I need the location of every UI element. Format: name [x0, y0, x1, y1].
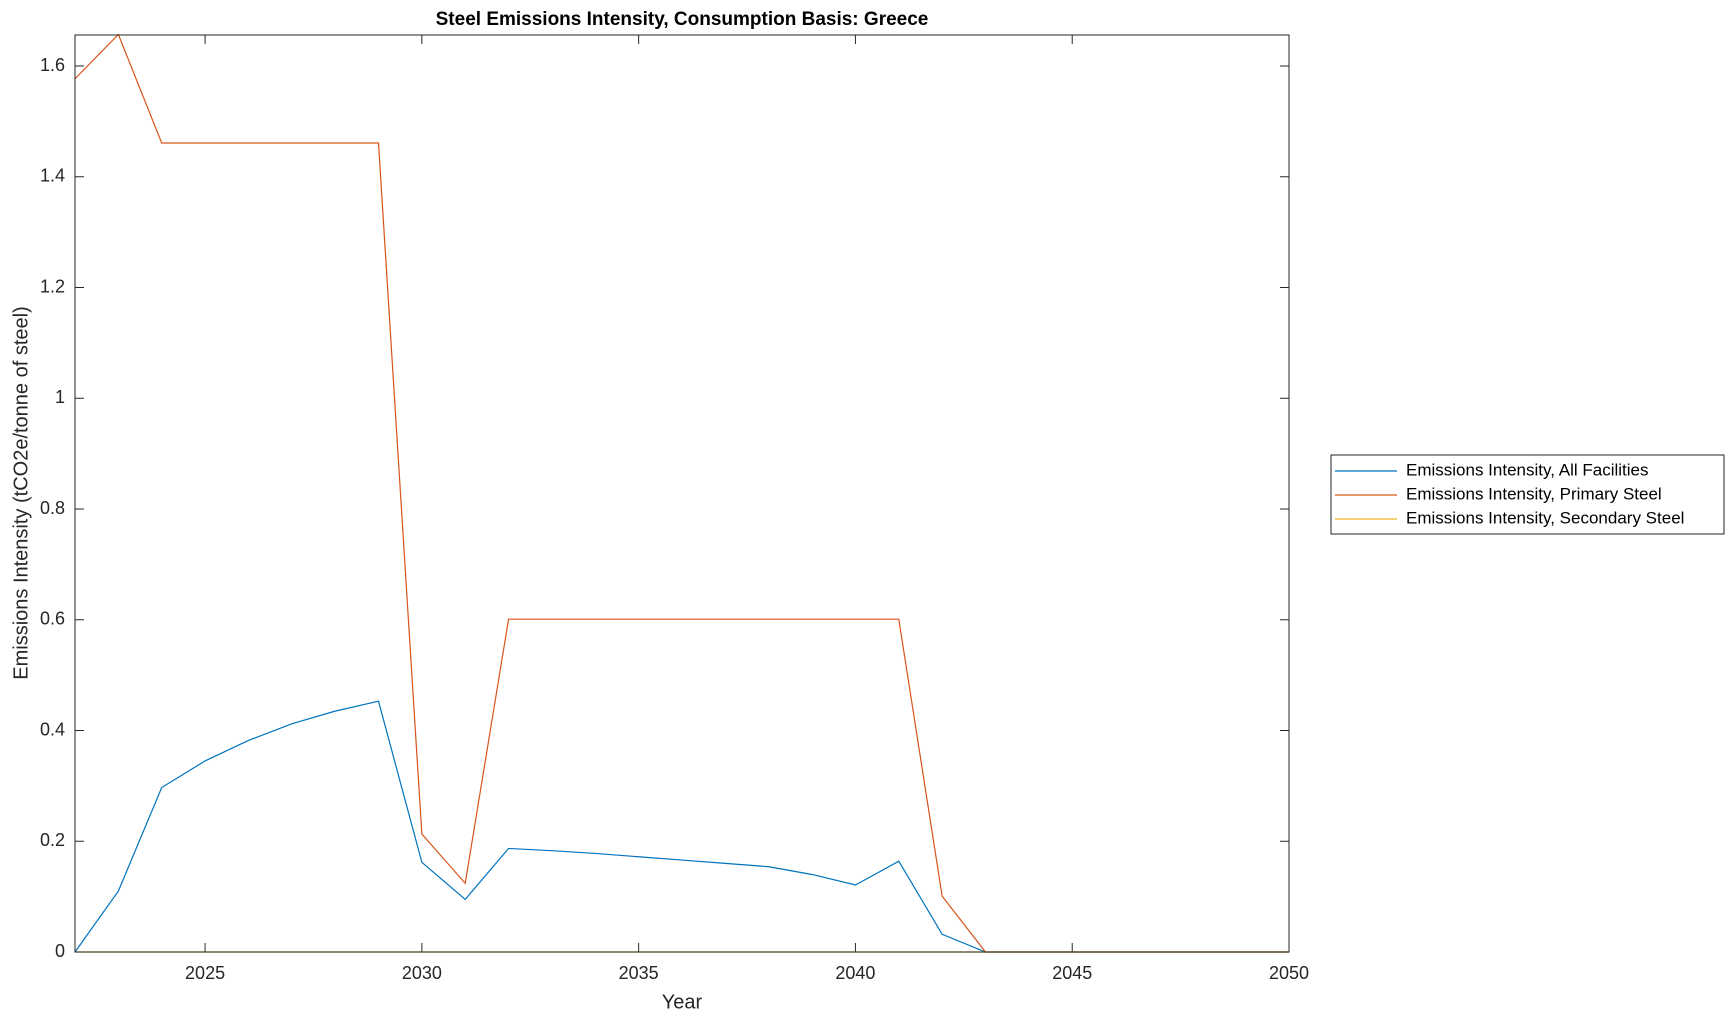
series-line — [74, 700, 1289, 953]
x-axis-label: Year — [662, 991, 703, 1013]
plot-frame — [74, 34, 1290, 953]
chart-title: Steel Emissions Intensity, Consumption B… — [436, 9, 929, 30]
legend-label: Emissions Intensity, All Facilities — [1406, 460, 1648, 479]
y-tick-label: 0.2 — [40, 830, 65, 850]
series-line — [74, 33, 1289, 953]
legend-label: Emissions Intensity, Primary Steel — [1406, 484, 1662, 503]
x-tick-label: 2030 — [402, 963, 442, 983]
legend-label: Emissions Intensity, Secondary Steel — [1406, 508, 1684, 527]
y-tick-label: 1.2 — [40, 276, 65, 296]
y-tick-label: 0.4 — [40, 719, 65, 739]
x-tick-label: 2035 — [619, 963, 659, 983]
y-tick-label: 1 — [55, 387, 65, 407]
x-tick-label: 2050 — [1269, 963, 1309, 983]
y-tick-label: 0 — [55, 941, 65, 961]
x-tick-label: 2040 — [835, 963, 875, 983]
y-axis-label: Emissions Intensity (tCO2e/tonne of stee… — [10, 306, 32, 680]
y-tick-label: 0.8 — [40, 498, 65, 518]
y-tick-label: 1.6 — [40, 55, 65, 75]
x-tick-label: 2025 — [185, 963, 225, 983]
y-tick-label: 1.4 — [40, 166, 65, 186]
y-tick-label: 0.6 — [40, 609, 65, 629]
x-tick-label: 2045 — [1052, 963, 1092, 983]
